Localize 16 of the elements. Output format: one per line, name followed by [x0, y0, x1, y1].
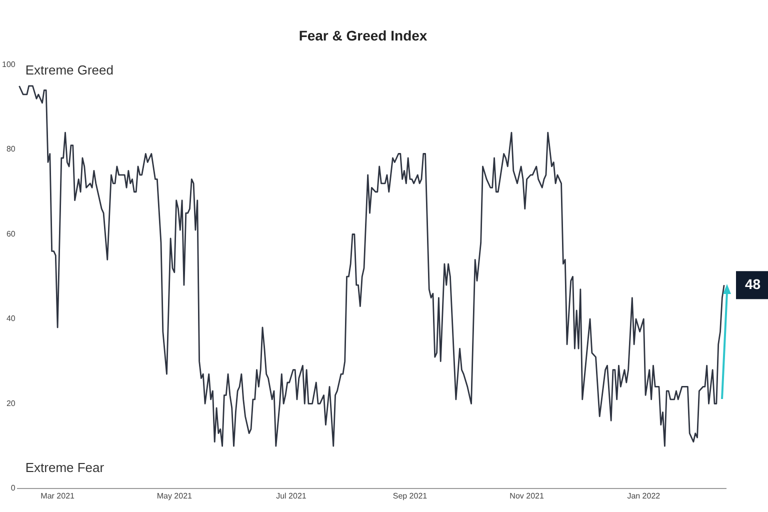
x-tick-label: Mar 2021 [40, 491, 76, 500]
y-tick-label: 100 [2, 60, 16, 70]
chart-title: Fear & Greed Index [298, 27, 428, 44]
x-tick-label: May 2021 [156, 491, 193, 500]
x-tick-label: Jan 2022 [627, 491, 661, 500]
x-tick-label: Nov 2021 [510, 491, 544, 500]
y-tick-label: 80 [6, 144, 16, 154]
y-tick-label: 20 [6, 398, 16, 408]
x-tick-label: Jul 2021 [276, 491, 307, 500]
y-tick-label: 40 [6, 314, 16, 324]
annotation: 48 [744, 276, 761, 292]
y-tick-label: 0 [10, 484, 16, 493]
annotation: Extreme Greed [25, 62, 114, 78]
annotation: Extreme Fear [25, 460, 105, 475]
x-tick-label: Sep 2021 [392, 491, 428, 500]
y-tick-label: 60 [6, 229, 16, 238]
